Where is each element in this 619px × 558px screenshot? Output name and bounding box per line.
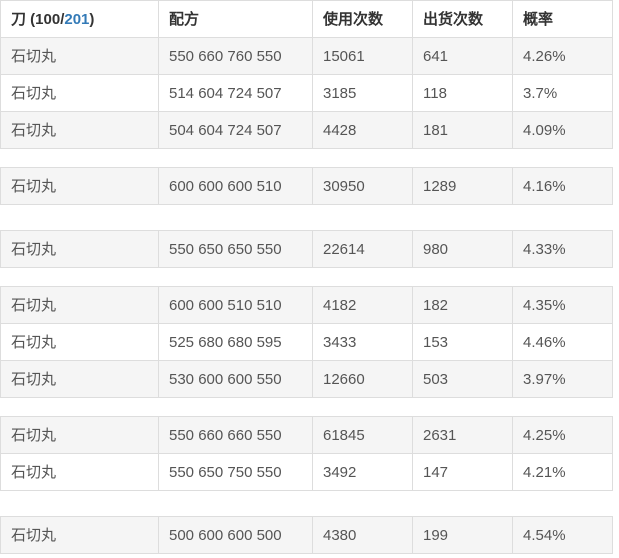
sword-name-cell: 石切丸 [0, 453, 159, 491]
table-row: 石切丸 530 600 600 550 12660 503 3.97% [0, 360, 613, 398]
table-row: 石切丸 550 650 650 550 22614 980 4.33% [0, 230, 613, 268]
rate-cell: 4.35% [512, 286, 613, 324]
recipe-cell: 550 650 650 550 [158, 230, 313, 268]
drop-table-group-2: 石切丸 600 600 600 510 30950 1289 4.16% [0, 167, 613, 205]
drop-table-group-4: 石切丸 600 600 510 510 4182 182 4.35% 石切丸 525 680… [0, 286, 613, 398]
drops-count-cell: 181 [412, 111, 513, 149]
column-header-drops: 出货次数 [412, 0, 513, 38]
drops-count-cell: 153 [412, 323, 513, 361]
uses-count-cell: 3433 [312, 323, 413, 361]
drops-count-cell: 147 [412, 453, 513, 491]
recipe-cell: 600 600 510 510 [158, 286, 313, 324]
rate-cell: 4.25% [512, 416, 613, 454]
sword-count-suffix: ) [89, 11, 95, 28]
sword-name-cell: 石切丸 [0, 230, 159, 268]
table-row: 石切丸 600 600 600 510 30950 1289 4.16% [0, 167, 613, 205]
recipe-cell: 600 600 600 510 [158, 167, 313, 205]
drop-table-group-3: 石切丸 550 650 650 550 22614 980 4.33% [0, 230, 613, 268]
rate-cell: 3.97% [512, 360, 613, 398]
sword-name-cell: 石切丸 [0, 111, 159, 149]
rate-cell: 4.33% [512, 230, 613, 268]
uses-count-cell: 4428 [312, 111, 413, 149]
sword-name-cell: 石切丸 [0, 516, 159, 554]
drop-table-group-5: 石切丸 550 660 660 550 61845 2631 4.25% 石切丸 550 6… [0, 416, 613, 491]
drops-count-cell: 503 [412, 360, 513, 398]
column-header-uses: 使用次数 [312, 0, 413, 38]
sword-name-cell: 石切丸 [0, 360, 159, 398]
sword-name-cell: 石切丸 [0, 323, 159, 361]
drops-count-cell: 2631 [412, 416, 513, 454]
table-row: 石切丸 550 660 660 550 61845 2631 4.25% [0, 416, 613, 454]
drop-table-group-6: 石切丸 500 600 600 500 4380 199 4.54% [0, 516, 613, 554]
uses-count-cell: 3185 [312, 74, 413, 112]
sword-name-cell: 石切丸 [0, 416, 159, 454]
table-row: 石切丸 500 600 600 500 4380 199 4.54% [0, 516, 613, 554]
drops-count-cell: 199 [412, 516, 513, 554]
rate-cell: 4.09% [512, 111, 613, 149]
uses-count-cell: 4182 [312, 286, 413, 324]
uses-count-cell: 30950 [312, 167, 413, 205]
drops-count-cell: 118 [412, 74, 513, 112]
drop-table-group-1: 刀 (100/201) 配方 使用次数 出货次数 概率 石切丸 550 660 760 55… [0, 0, 613, 149]
rate-cell: 3.7% [512, 74, 613, 112]
sword-name-cell: 石切丸 [0, 167, 159, 205]
table-row: 石切丸 600 600 510 510 4182 182 4.35% [0, 286, 613, 324]
drops-count-cell: 1289 [412, 167, 513, 205]
rate-cell: 4.46% [512, 323, 613, 361]
rate-cell: 4.21% [512, 453, 613, 491]
drops-count-cell: 182 [412, 286, 513, 324]
header-row: 刀 (100/201) 配方 使用次数 出货次数 概率 [0, 0, 613, 38]
table-row: 石切丸 550 650 750 550 3492 147 4.21% [0, 453, 613, 491]
table-row: 石切丸 550 660 760 550 15061 641 4.26% [0, 37, 613, 75]
table-row: 石切丸 525 680 680 595 3433 153 4.46% [0, 323, 613, 361]
table-row: 石切丸 514 604 724 507 3185 118 3.7% [0, 74, 613, 112]
uses-count-cell: 3492 [312, 453, 413, 491]
uses-count-cell: 15061 [312, 37, 413, 75]
column-header-recipe: 配方 [158, 0, 313, 38]
rate-cell: 4.26% [512, 37, 613, 75]
recipe-cell: 500 600 600 500 [158, 516, 313, 554]
table-row: 石切丸 504 604 724 507 4428 181 4.09% [0, 111, 613, 149]
sword-count-prefix: 刀 (100/ [11, 11, 65, 28]
recipe-cell: 514 604 724 507 [158, 74, 313, 112]
sword-name-cell: 石切丸 [0, 286, 159, 324]
uses-count-cell: 61845 [312, 416, 413, 454]
recipe-cell: 550 660 660 550 [158, 416, 313, 454]
rate-cell: 4.54% [512, 516, 613, 554]
drops-count-cell: 980 [412, 230, 513, 268]
recipe-cell: 550 650 750 550 [158, 453, 313, 491]
total-count-link[interactable]: 201 [64, 11, 90, 28]
rate-cell: 4.16% [512, 167, 613, 205]
uses-count-cell: 22614 [312, 230, 413, 268]
recipe-cell: 525 680 680 595 [158, 323, 313, 361]
recipe-cell: 530 600 600 550 [158, 360, 313, 398]
uses-count-cell: 4380 [312, 516, 413, 554]
drops-count-cell: 641 [412, 37, 513, 75]
column-header-sword: 刀 (100/201) [0, 0, 159, 38]
sword-name-cell: 石切丸 [0, 37, 159, 75]
recipe-cell: 504 604 724 507 [158, 111, 313, 149]
uses-count-cell: 12660 [312, 360, 413, 398]
column-header-rate: 概率 [512, 0, 613, 38]
sword-name-cell: 石切丸 [0, 74, 159, 112]
recipe-cell: 550 660 760 550 [158, 37, 313, 75]
